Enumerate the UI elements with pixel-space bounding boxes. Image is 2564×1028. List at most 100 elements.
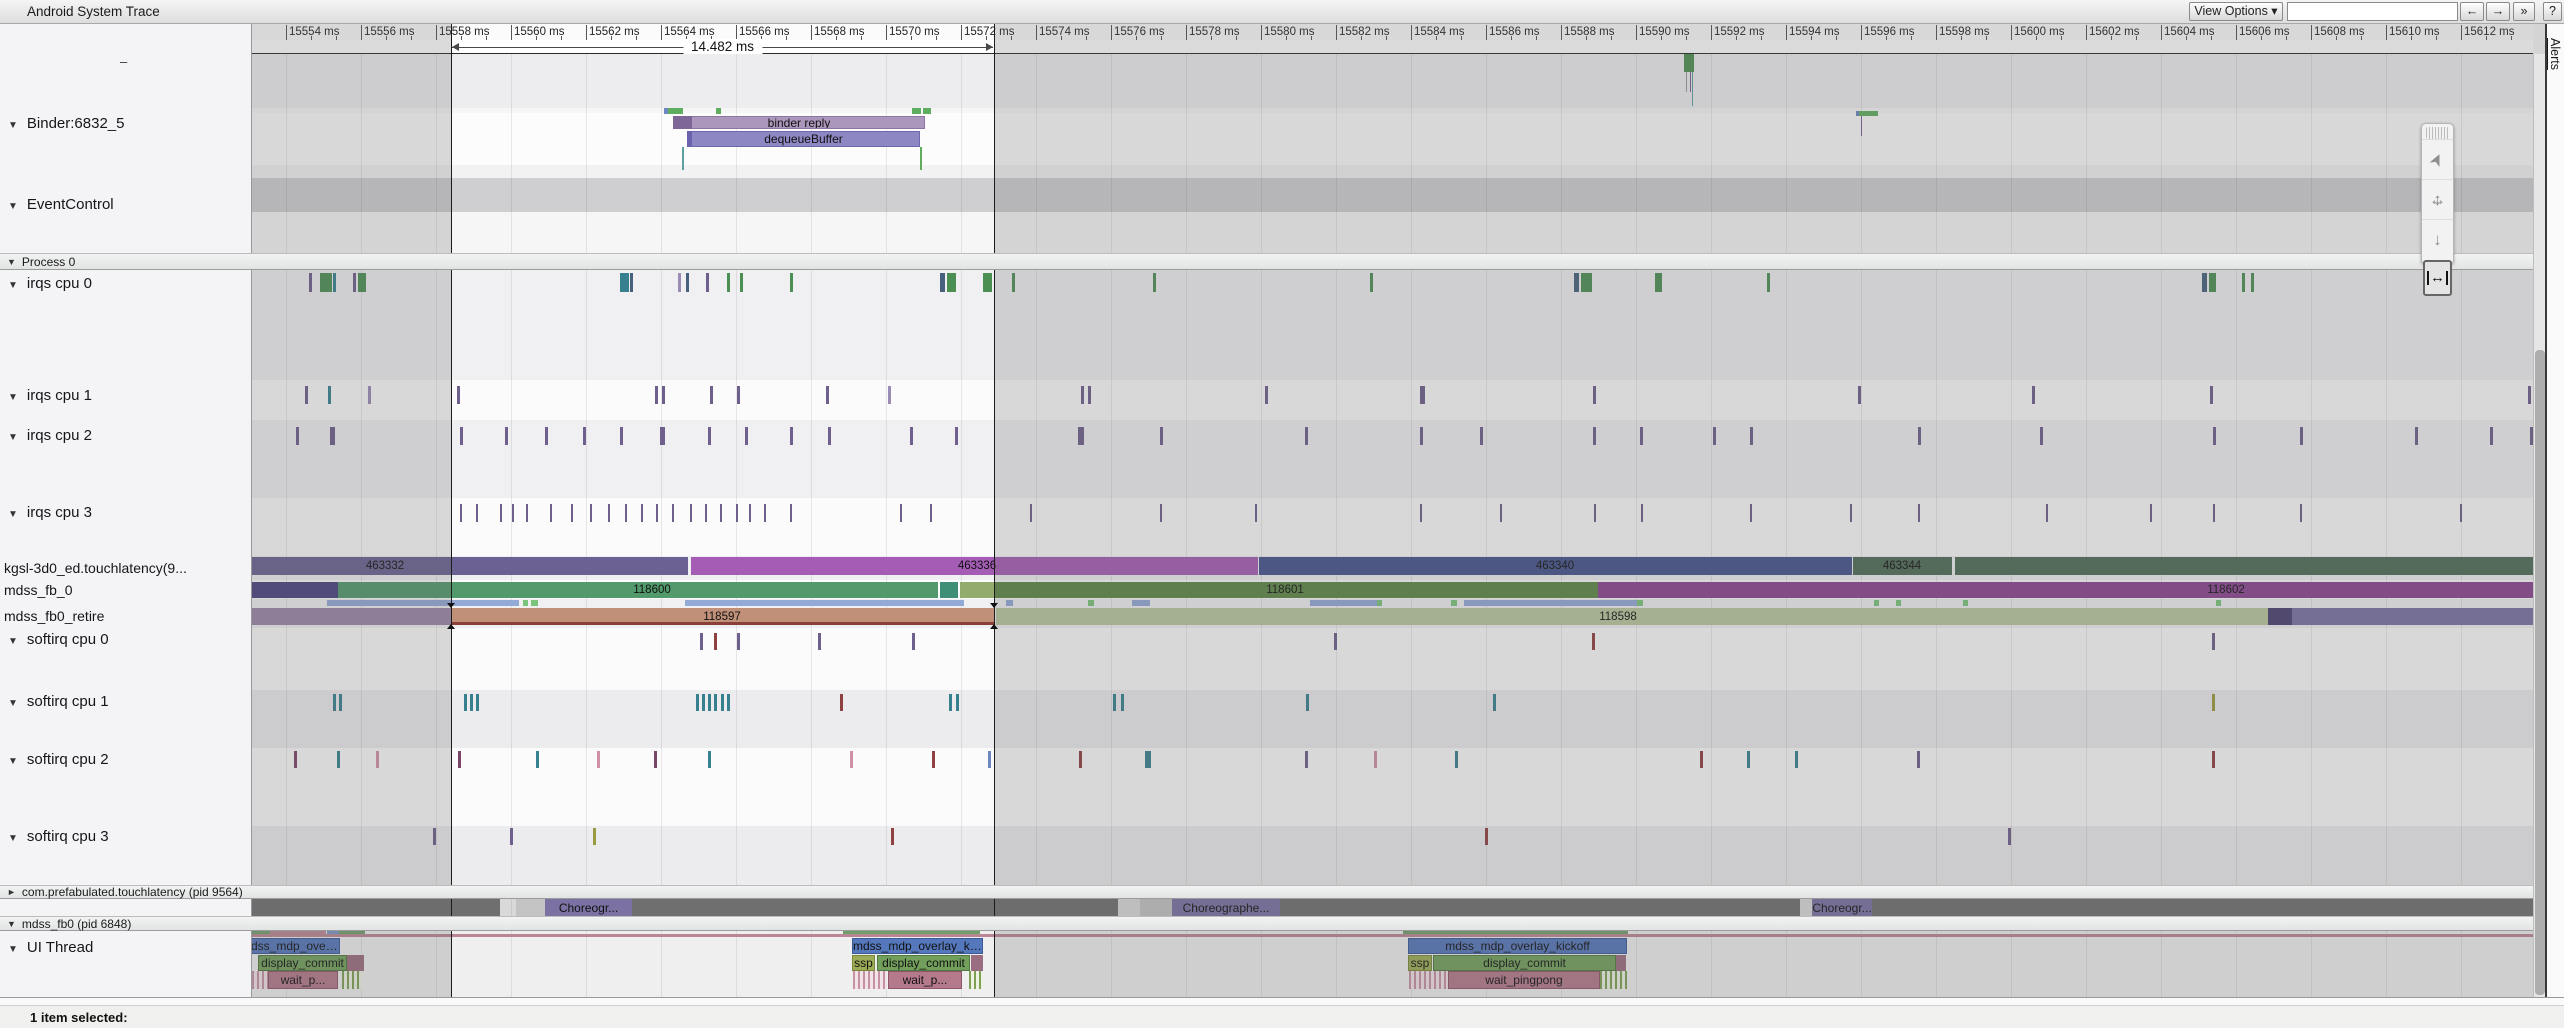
trace-event-tick[interactable] [460,427,463,445]
trace-slice[interactable] [270,928,326,934]
trace-slice[interactable] [2216,600,2221,606]
trace-event-tick[interactable] [983,273,992,292]
trace-slice[interactable] [1616,955,1626,971]
zoom-tool[interactable]: ↓ [2422,219,2453,259]
trace-event-tick[interactable] [1420,386,1425,404]
trace-slice[interactable] [1140,899,1172,916]
trace-event-tick[interactable] [2490,427,2493,445]
trace-event-tick[interactable] [737,386,740,404]
trace-event-tick[interactable] [654,751,657,768]
trace-slice[interactable] [252,971,268,989]
trace-event-tick[interactable] [690,504,692,522]
trace-slice[interactable] [1451,600,1457,606]
vertical-scrollbar[interactable] [2533,54,2545,997]
section-header-mdss-fb0-pid-6848[interactable]: ▼ mdss_fb0 (pid 6848) [0,916,2533,931]
trace-slice[interactable] [687,131,692,147]
trace-event-tick[interactable] [720,504,722,522]
trace-event-tick[interactable] [700,633,703,650]
trace-slice[interactable]: Choreogr... [545,899,632,916]
trace-event-tick[interactable] [672,504,674,522]
trace-slice[interactable] [912,108,921,114]
trace-slice[interactable]: ssp [852,955,875,971]
trace-event-tick[interactable] [457,386,460,404]
trace-slice[interactable] [1088,600,1094,606]
forward-button[interactable]: → [2486,2,2510,21]
trace-slice[interactable] [1280,899,1800,916]
trace-slice[interactable] [668,108,683,114]
trace-event-tick[interactable] [294,751,297,768]
trace-event-tick[interactable] [727,273,730,292]
trace-event-tick[interactable] [433,828,436,845]
trace-event-tick[interactable] [545,427,548,445]
trace-slice[interactable] [685,600,964,606]
trace-event-tick[interactable] [2415,427,2418,445]
trace-event-tick[interactable] [2242,273,2245,292]
trace-slice[interactable]: dequeueBuffer [687,131,920,147]
trace-event-tick[interactable] [840,694,843,711]
trace-event-tick[interactable] [620,427,623,445]
trace-slice[interactable] [1310,600,1381,606]
trace-event-tick[interactable] [988,751,991,768]
trace-event-tick[interactable] [526,504,528,522]
trace-slice[interactable]: 463344 [1853,557,1952,575]
trace-event-tick[interactable] [1641,504,1643,522]
trace-event-tick[interactable] [1640,427,1643,445]
trace-event-tick[interactable] [910,427,913,445]
trace-slice[interactable]: mdss_mdp_overlay_kickoff [1408,938,1627,954]
collapsed-track-dash[interactable]: – [120,54,128,69]
trace-slice[interactable] [1856,111,1859,116]
trace-event-tick[interactable] [940,273,945,292]
trace-event-tick[interactable] [330,427,335,445]
trace-slice[interactable]: 118597 [452,608,994,625]
trace-event-tick[interactable] [826,386,829,404]
trace-slice[interactable] [1874,600,1879,606]
trace-slice[interactable] [2268,608,2292,625]
trace-event-tick[interactable] [2528,386,2531,404]
trace-event-tick[interactable] [912,633,915,650]
trace-event-tick[interactable] [333,273,336,292]
trace-event-tick[interactable] [737,633,740,650]
trace-slice[interactable] [342,971,362,989]
trace-event-tick[interactable] [1160,504,1162,522]
trace-event-tick[interactable] [828,427,831,445]
trace-slice[interactable]: mdss_mdp_overlay_kickoff [252,938,340,954]
sidebar-track-softirq-cpu-1[interactable]: ▼ softirq cpu 1 [8,693,109,710]
trace-event-tick[interactable] [296,427,299,445]
trace-event-tick[interactable] [464,694,467,711]
trace-slice[interactable]: mdss_mdp_overlay_kickoff [852,938,983,954]
trace-event-tick[interactable] [2040,427,2043,445]
trace-slice[interactable] [1684,54,1694,72]
trace-event-tick[interactable] [956,694,959,711]
trace-slice[interactable] [347,955,364,971]
trace-slice[interactable] [523,600,528,606]
trace-event-tick[interactable] [2460,504,2462,522]
trace-slice[interactable] [632,899,1118,916]
trace-event-tick[interactable] [888,386,891,404]
trace-slice[interactable]: 118601 [995,582,1598,598]
trace-event-tick[interactable] [1305,751,1308,768]
trace-event-tick[interactable] [2530,427,2533,445]
trace-event-tick[interactable] [1700,751,1703,768]
trace-event-tick[interactable] [550,504,552,522]
trace-event-tick[interactable] [727,694,730,711]
trace-event-tick[interactable] [1153,273,1156,292]
trace-event-tick[interactable] [337,751,340,768]
trace-event-tick[interactable] [536,751,539,768]
trace-event-tick[interactable] [320,273,332,292]
trace-event-tick[interactable] [740,273,743,292]
trace-event-tick[interactable] [2212,633,2215,650]
trace-event-tick[interactable] [1655,273,1662,292]
trace-slice[interactable] [1859,111,1878,116]
trace-event-tick[interactable] [1750,427,1753,445]
trace-event-tick[interactable] [1593,427,1596,445]
trace-event-tick[interactable] [930,504,932,522]
trace-slice[interactable] [1464,600,1643,606]
alerts-tab[interactable]: Alerts [2548,38,2562,70]
trace-event-tick[interactable] [476,694,479,711]
trace-event-tick[interactable] [630,273,633,292]
trace-slice[interactable] [1600,971,1627,989]
sidebar-track-ui-thread[interactable]: ▼ UI Thread [8,939,93,956]
trace-event-tick[interactable] [1455,751,1458,768]
trace-event-tick[interactable] [1493,694,1496,711]
trace-event-tick[interactable] [1485,828,1488,845]
